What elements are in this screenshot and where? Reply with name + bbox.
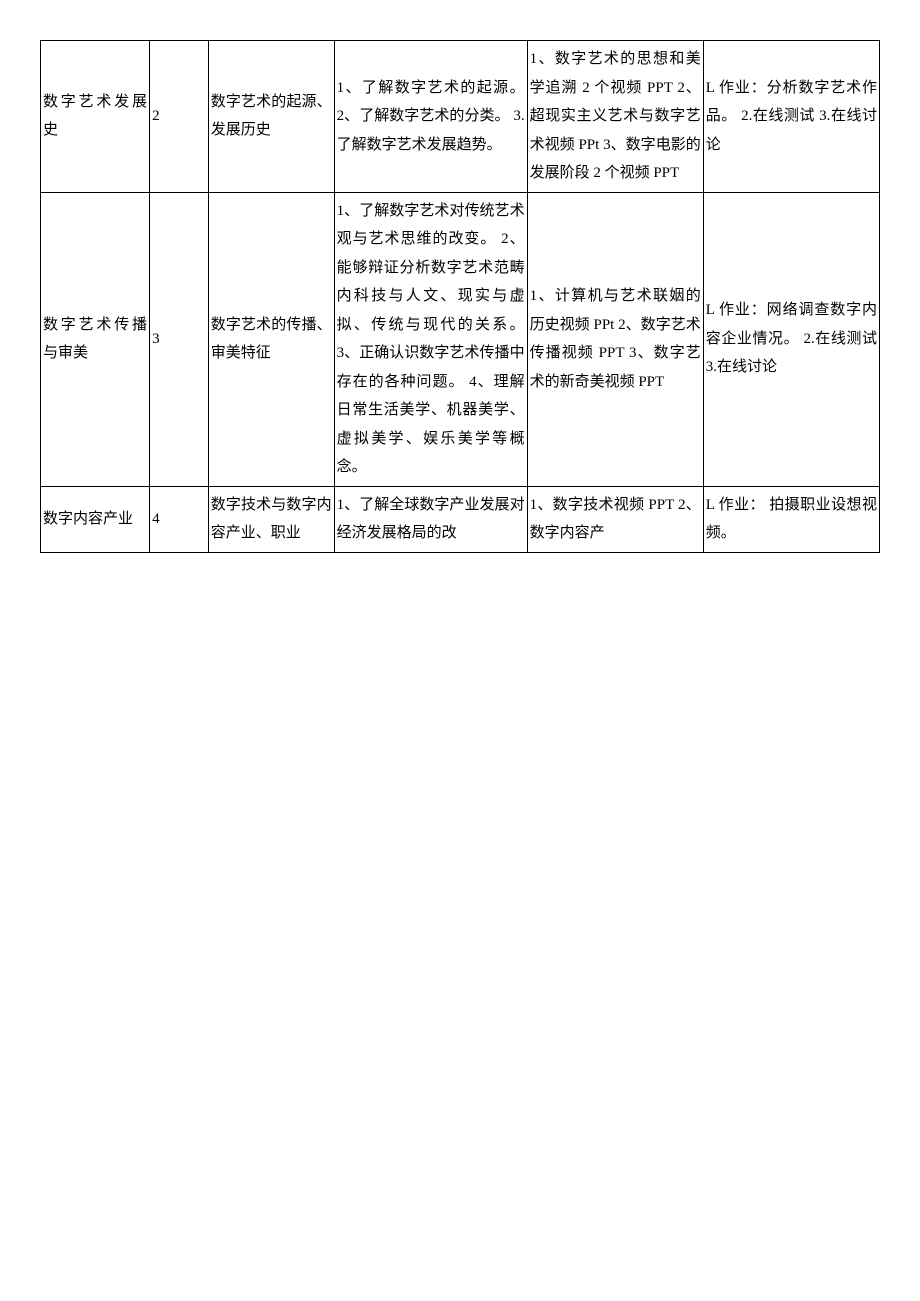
table-row: 数字内容产业 4 数字技术与数字内容产业、职业 1、了解全球数字产业发展对经济发… xyxy=(41,486,880,552)
course-table: 数字艺术发展史 2 数字艺术的起源、发展历史 1、了解数字艺术的起源。 2、了解… xyxy=(40,40,880,553)
cell-theme: 数字艺术的传播、审美特征 xyxy=(208,192,334,486)
cell-task: L 作业：网络调查数字内容企业情况。 2.在线测试 3.在线讨论 xyxy=(703,192,879,486)
cell-num: 3 xyxy=(150,192,209,486)
table-row: 数字艺术发展史 2 数字艺术的起源、发展历史 1、了解数字艺术的起源。 2、了解… xyxy=(41,41,880,193)
cell-goal: 1、了解数字艺术的起源。 2、了解数字艺术的分类。 3. 了解数字艺术发展趋势。 xyxy=(334,41,527,193)
cell-res: 1、数字技术视频 PPT 2、数字内容产 xyxy=(527,486,703,552)
cell-task: L 作业：分析数字艺术作品。 2.在线测试 3.在线讨论 xyxy=(703,41,879,193)
cell-theme: 数字艺术的起源、发展历史 xyxy=(208,41,334,193)
cell-goal: 1、了解全球数字产业发展对经济发展格局的改 xyxy=(334,486,527,552)
cell-topic: 数字内容产业 xyxy=(41,486,150,552)
cell-theme: 数字技术与数字内容产业、职业 xyxy=(208,486,334,552)
cell-num: 4 xyxy=(150,486,209,552)
cell-task: L 作业： 拍摄职业设想视频。 xyxy=(703,486,879,552)
table-body: 数字艺术发展史 2 数字艺术的起源、发展历史 1、了解数字艺术的起源。 2、了解… xyxy=(41,41,880,553)
cell-topic: 数字艺术传播与审美 xyxy=(41,192,150,486)
cell-num: 2 xyxy=(150,41,209,193)
cell-topic: 数字艺术发展史 xyxy=(41,41,150,193)
cell-goal: 1、了解数字艺术对传统艺术观与艺术思维的改变。 2、能够辩证分析数字艺术范畴内科… xyxy=(334,192,527,486)
cell-res: 1、数字艺术的思想和美学追溯 2 个视频 PPT 2、超现实主义艺术与数字艺术视… xyxy=(527,41,703,193)
cell-res: 1、计算机与艺术联姻的历史视频 PPt 2、数字艺术传播视频 PPT 3、数字艺… xyxy=(527,192,703,486)
table-row: 数字艺术传播与审美 3 数字艺术的传播、审美特征 1、了解数字艺术对传统艺术观与… xyxy=(41,192,880,486)
